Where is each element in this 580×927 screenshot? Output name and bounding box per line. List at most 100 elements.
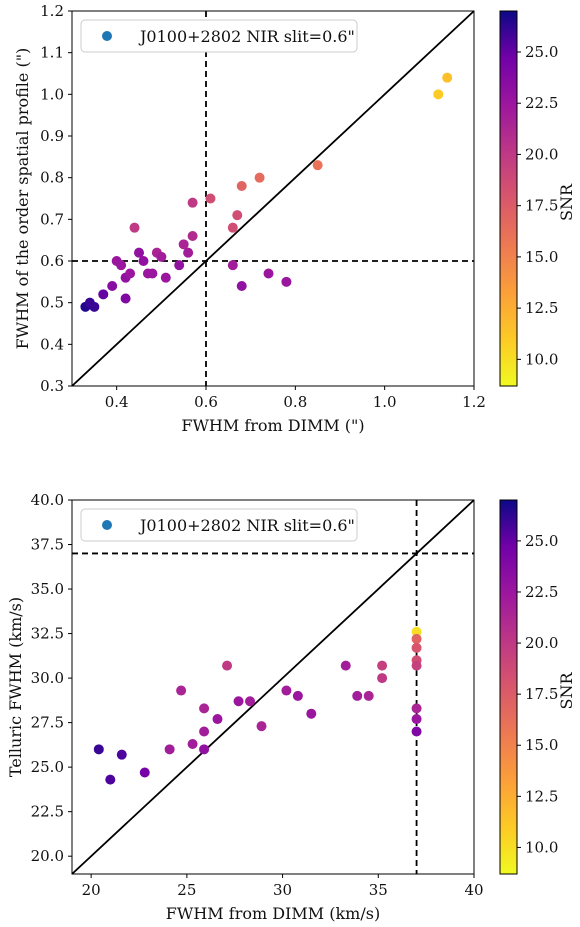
colorbar-tick-label: 22.5 — [525, 583, 558, 601]
data-point — [89, 301, 100, 312]
y-axis-label: FWHM of the order spatial profile (") — [13, 48, 32, 350]
data-point — [120, 293, 131, 304]
legend-box — [80, 19, 358, 53]
y-tick-label: 30.0 — [31, 669, 64, 687]
data-point — [160, 272, 171, 283]
data-point — [292, 690, 303, 701]
data-point — [199, 744, 210, 755]
data-point — [187, 197, 198, 208]
y-tick-label: 32.5 — [31, 625, 64, 643]
data-point — [98, 289, 109, 300]
data-point — [442, 72, 453, 83]
data-point — [352, 690, 363, 701]
data-point — [176, 685, 187, 696]
data-point — [411, 633, 422, 644]
data-point — [138, 256, 149, 266]
data-point — [199, 703, 210, 714]
y-tick-label: 0.5 — [40, 294, 64, 312]
x-tick-label: 0.6 — [194, 393, 218, 411]
legend-label: J0100+2802 NIR slit=0.6" — [138, 27, 355, 46]
y-tick-label: 1.2 — [40, 2, 64, 20]
y-tick-label: 1.1 — [40, 44, 64, 62]
colorbar-tick-label: 12.5 — [525, 787, 558, 805]
data-point — [281, 685, 292, 696]
colorbar-label: SNR — [557, 183, 576, 221]
y-tick-label: 20.0 — [31, 847, 64, 865]
legend-label: J0100+2802 NIR slit=0.6" — [138, 516, 355, 535]
y-tick-label: 35.0 — [31, 580, 64, 598]
data-point — [129, 222, 140, 233]
data-point — [187, 738, 198, 749]
legend: J0100+2802 NIR slit=0.6" — [80, 508, 358, 542]
data-point — [411, 714, 422, 725]
x-tick-label: 25 — [177, 881, 196, 899]
colorbar-tick-label: 10.0 — [525, 838, 558, 856]
data-point — [411, 726, 422, 737]
data-point — [105, 774, 116, 785]
colorbar-gradient — [499, 10, 518, 387]
colorbar: 10.0 12.5 15.0 17.5 20.0 22.5 25.0 SNR — [499, 10, 576, 387]
data-point — [232, 210, 243, 221]
data-point — [411, 642, 422, 653]
colorbar: 10.0 12.5 15.0 17.5 20.0 22.5 25.0 SNR — [499, 499, 576, 875]
legend-marker — [102, 520, 112, 530]
plot-frame — [71, 10, 475, 387]
data-point — [116, 260, 127, 271]
data-point — [411, 660, 422, 671]
data-point — [411, 703, 422, 714]
y-tick-label: 27.5 — [31, 714, 64, 732]
data-point — [134, 247, 144, 258]
data-point — [222, 660, 233, 671]
data-point — [107, 281, 118, 291]
x-tick-label: 20 — [82, 881, 101, 899]
data-point — [433, 89, 444, 100]
data-point — [183, 247, 194, 258]
data-point — [174, 260, 185, 271]
data-point — [233, 696, 244, 707]
colorbar-tick-label: 20.0 — [525, 634, 558, 652]
x-tick-label: 1.0 — [373, 393, 397, 411]
x-tick-label: 30 — [273, 881, 292, 899]
data-point — [187, 231, 198, 241]
legend-marker — [102, 31, 112, 41]
y-tick-label: 1.0 — [40, 85, 64, 103]
colorbar-tick-label: 20.0 — [525, 145, 558, 163]
data-point — [263, 268, 274, 279]
y-tick-label: 0.6 — [40, 252, 64, 270]
y-tick-label: 0.9 — [40, 127, 64, 145]
data-point — [178, 239, 189, 250]
colorbar-tick-label: 25.0 — [525, 43, 558, 61]
data-point — [156, 251, 167, 262]
x-tick-label: 35 — [369, 881, 388, 899]
y-tick-label: 40.0 — [31, 491, 64, 509]
x-tick-label: 40 — [464, 881, 483, 899]
panel-top: 0.4 0.6 0.8 1.0 1.2 0.3 0.4 0.5 0.6 0.7 0.8 0.9 1.0 1… — [13, 2, 576, 435]
y-tick-label: 37.5 — [31, 536, 64, 554]
diagonal-line — [71, 499, 475, 875]
x-tick-label: 1.2 — [462, 393, 486, 411]
data-point — [245, 696, 256, 707]
data-point — [212, 714, 223, 725]
data-point — [306, 708, 317, 719]
colorbar-gradient — [499, 499, 518, 875]
colorbar-tick-label: 12.5 — [525, 299, 558, 317]
colorbar-tick-label: 17.5 — [525, 685, 558, 703]
data-point — [377, 673, 388, 684]
data-point — [363, 690, 374, 701]
data-point — [256, 721, 267, 732]
plot-frame — [71, 499, 475, 875]
y-tick-label: 0.3 — [40, 377, 64, 395]
y-tick-label: 22.5 — [31, 803, 64, 821]
legend-box — [80, 508, 358, 542]
colorbar-tick-label: 25.0 — [525, 532, 558, 550]
data-point — [236, 281, 247, 291]
colorbar-tick-label: 22.5 — [525, 94, 558, 112]
y-tick-label: 25.0 — [31, 758, 64, 776]
data-point — [227, 222, 238, 233]
colorbar-tick-label: 10.0 — [525, 350, 558, 368]
data-point — [147, 268, 158, 279]
y-tick-label: 0.7 — [40, 210, 64, 228]
data-point — [281, 276, 292, 287]
data-point — [340, 660, 351, 671]
